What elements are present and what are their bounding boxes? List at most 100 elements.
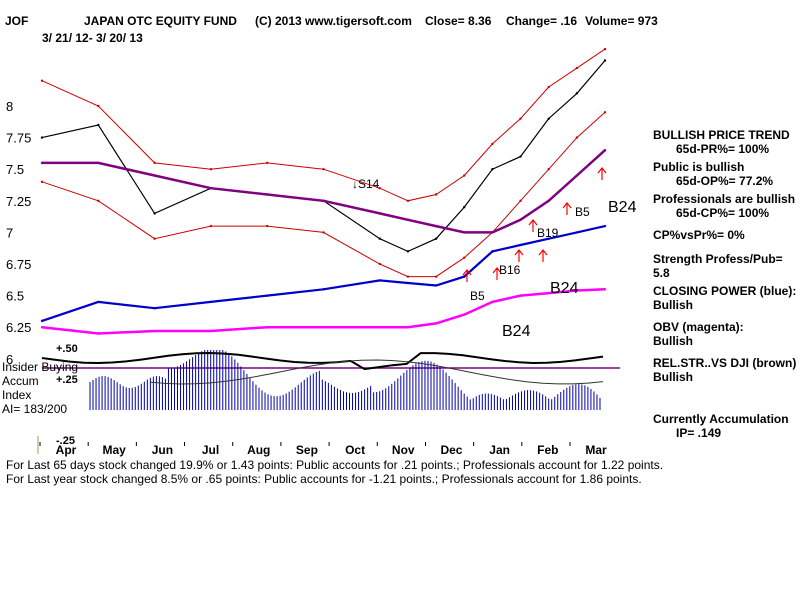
series-point: [97, 161, 100, 165]
signal-label: B5: [575, 205, 590, 219]
volume-value: Volume= 973: [585, 14, 658, 28]
y-tick-label: 6.25: [6, 320, 31, 335]
series-point: [378, 262, 381, 266]
indicator-label-2: Accum: [2, 374, 39, 388]
series-point: [463, 275, 466, 278]
buy-arrow: [492, 267, 502, 280]
series-point: [547, 85, 550, 89]
indicator-label-4: AI= 183/200: [2, 402, 68, 416]
series-point: [266, 326, 269, 329]
series-point: [575, 66, 579, 70]
x-tick-label: Mar: [585, 443, 607, 457]
y-tick-label: 7.25: [6, 194, 31, 209]
series-point: [40, 326, 44, 329]
x-tick-label: Nov: [392, 443, 415, 457]
series-point: [406, 326, 410, 329]
change-value: Change= .16: [506, 14, 578, 28]
close-value: Close= 8.36: [425, 14, 492, 28]
series-point: [603, 59, 607, 62]
series-point: [322, 326, 325, 329]
series-point: [519, 218, 522, 221]
series-point: [153, 329, 156, 333]
series-point: [97, 300, 100, 304]
series-point: [547, 168, 550, 171]
series-point: [519, 243, 522, 247]
indicator-label-3: Index: [2, 388, 32, 402]
y-tick-label: 6: [6, 352, 13, 367]
series-point: [406, 199, 410, 202]
obv-value: Bullish: [653, 334, 694, 348]
series-point: [575, 92, 579, 95]
buy-arrow: [597, 167, 607, 180]
series-point: [434, 224, 438, 228]
series-point: [209, 224, 213, 228]
series-point: [547, 291, 550, 295]
series-line-upper-band: [41, 48, 606, 202]
series-point: [463, 231, 466, 234]
x-tick-label: Jul: [202, 443, 219, 457]
ticker: JOF: [5, 14, 29, 28]
series-point: [491, 168, 494, 171]
series-point: [40, 136, 44, 139]
series-point: [40, 180, 44, 184]
indicator-label-1: Insider Buying: [2, 360, 79, 374]
signal-label: B24: [608, 199, 637, 216]
series-point: [97, 332, 100, 335]
series-point: [575, 289, 579, 292]
series-point: [603, 111, 607, 114]
accum-title: Currently Accumulation: [653, 412, 789, 426]
series-point: [322, 199, 325, 202]
rel-strength-line: [41, 351, 604, 371]
series-point: [378, 212, 381, 215]
indicator-tick-label: -.25: [56, 435, 75, 447]
series-point: [153, 307, 156, 310]
series-point: [603, 47, 607, 51]
x-tick-label: Jan: [489, 443, 510, 457]
x-tick-label: Sep: [296, 443, 318, 457]
series-point: [97, 104, 100, 108]
series-point: [153, 174, 156, 177]
signal-label: B5: [470, 289, 485, 303]
ip-value: IP= .149: [676, 426, 722, 440]
x-tick-label: Aug: [247, 443, 270, 457]
series-point: [575, 136, 579, 139]
indicator-tick-label: +.50: [56, 343, 78, 355]
series-point: [434, 284, 438, 287]
strength-value: Strength Profess/Pub= 5.8: [653, 252, 783, 280]
series-point: [575, 174, 579, 177]
series-line-closing-power: [41, 225, 606, 322]
series-point: [153, 161, 156, 165]
signal-label: B24: [502, 323, 531, 340]
buy-arrow: [514, 249, 524, 262]
series-point: [209, 186, 213, 190]
signal-label: B16: [499, 263, 521, 277]
series-point: [406, 275, 410, 278]
series-point: [153, 212, 156, 215]
footer-line-1: For Last 65 days stock changed 19.9% or …: [6, 458, 664, 472]
series-point: [434, 322, 438, 325]
series-point: [463, 205, 466, 209]
series-point: [519, 155, 522, 158]
series-point: [463, 256, 466, 259]
series-point: [519, 294, 522, 297]
series-point: [603, 149, 607, 152]
series-point: [547, 199, 550, 202]
series-point: [434, 275, 438, 278]
series-point: [406, 281, 410, 285]
series-point: [266, 193, 269, 196]
public-label: Public is bullish: [653, 160, 745, 174]
series-point: [491, 231, 494, 234]
trend-title: BULLISH PRICE TREND: [653, 128, 790, 142]
series-point: [547, 237, 550, 240]
y-tick-label: 7.75: [6, 131, 31, 146]
series-point: [209, 168, 213, 171]
series-point: [97, 199, 100, 202]
x-tick-label: May: [103, 443, 127, 457]
fund-name: JAPAN OTC EQUITY FUND: [84, 14, 237, 28]
series-point: [266, 294, 269, 297]
series-point: [491, 250, 494, 253]
y-tick-label: 6.5: [6, 289, 24, 304]
series-point: [322, 231, 325, 234]
y-tick-label: 7: [6, 225, 13, 240]
x-tick-label: Apr: [56, 443, 77, 457]
